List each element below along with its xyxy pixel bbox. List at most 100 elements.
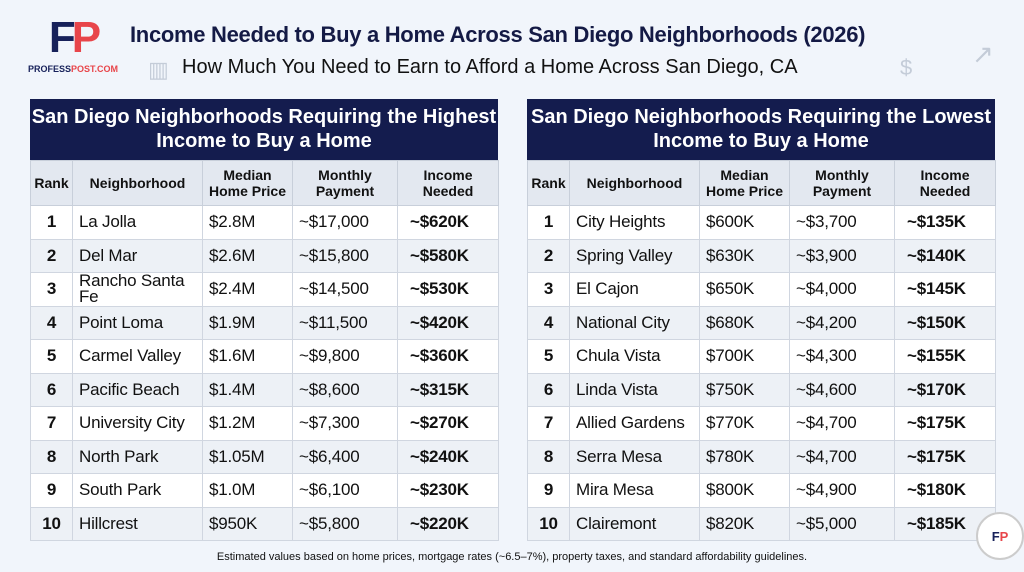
table-cell: 2 xyxy=(30,238,73,273)
table-cell: El Cajon xyxy=(569,272,700,307)
table-row: 6 Linda Vista $750K ~$4,600 ~$170K xyxy=(527,372,996,407)
table-cell: 1 xyxy=(527,205,570,240)
table-cell: North Park xyxy=(72,439,203,474)
table-cell: $600K xyxy=(699,205,790,240)
table-cell: ~$175K xyxy=(894,439,996,474)
table-cell: ~$6,100 xyxy=(292,473,398,508)
table-row: 2 Del Mar $2.6M ~$15,800 ~$580K xyxy=(30,238,499,273)
table-cell: $780K xyxy=(699,439,790,474)
column-header: Monthly Payment xyxy=(292,160,398,206)
table-row: 10 Hillcrest $950K ~$5,800 ~$220K xyxy=(30,506,499,541)
column-header: Income Needed xyxy=(894,160,996,206)
table-cell: ~$420K xyxy=(397,305,499,340)
table-cell: Linda Vista xyxy=(569,372,700,407)
table-cell: ~$4,600 xyxy=(789,372,895,407)
table-cell: ~$4,300 xyxy=(789,339,895,374)
table-cell: University City xyxy=(72,406,203,441)
table-cell: Carmel Valley xyxy=(72,339,203,374)
table-row: 8 North Park $1.05M ~$6,400 ~$240K xyxy=(30,439,499,474)
table-cell: 8 xyxy=(527,439,570,474)
table-row: 7 Allied Gardens $770K ~$4,700 ~$175K xyxy=(527,406,996,441)
table-cell: ~$11,500 xyxy=(292,305,398,340)
footnote: Estimated values based on home prices, m… xyxy=(216,551,808,563)
table-cell: $650K xyxy=(699,272,790,307)
table-cell: 5 xyxy=(30,339,73,374)
table-cell: 3 xyxy=(30,272,73,307)
table-cell: 9 xyxy=(30,473,73,508)
table-cell: $770K xyxy=(699,406,790,441)
table-cell: $2.8M xyxy=(202,205,293,240)
column-header: Income Needed xyxy=(397,160,499,206)
table-cell: ~$5,000 xyxy=(789,506,895,541)
table-cell: Clairemont xyxy=(569,506,700,541)
chart-icon: ▥ xyxy=(148,57,169,82)
logo-p: P xyxy=(71,13,101,62)
table-cell: South Park xyxy=(72,473,203,508)
table-cell: ~$240K xyxy=(397,439,499,474)
table-cell: ~$5,800 xyxy=(292,506,398,541)
table-cell: 4 xyxy=(30,305,73,340)
table-row: 5 Carmel Valley $1.6M ~$9,800 ~$360K xyxy=(30,339,499,374)
table-cell: ~$175K xyxy=(894,406,996,441)
table-cell: ~$135K xyxy=(894,205,996,240)
table-cell: $800K xyxy=(699,473,790,508)
table-cell: 9 xyxy=(527,473,570,508)
table-cell: Del Mar xyxy=(72,238,203,273)
table-cell: 5 xyxy=(527,339,570,374)
table-cell: ~$155K xyxy=(894,339,996,374)
table-cell: Allied Gardens xyxy=(569,406,700,441)
table-row: 4 Point Loma $1.9M ~$11,500 ~$420K xyxy=(30,305,499,340)
table-cell: ~$4,700 xyxy=(789,439,895,474)
table-cell: 8 xyxy=(30,439,73,474)
growth-chart-icon: ↗ xyxy=(972,39,994,69)
table-cell: ~$4,000 xyxy=(789,272,895,307)
column-header: Median Home Price xyxy=(202,160,293,206)
table-row: 10 Clairemont $820K ~$5,000 ~$185K xyxy=(527,506,996,541)
column-header: Monthly Payment xyxy=(789,160,895,206)
site-a: PROFESS xyxy=(27,64,71,74)
table-cell: $700K xyxy=(699,339,790,374)
table-cell: 6 xyxy=(30,372,73,407)
table-cell: $820K xyxy=(699,506,790,541)
table-cell: ~$8,600 xyxy=(292,372,398,407)
table-cell: $1.2M xyxy=(202,406,293,441)
table-cell: 3 xyxy=(527,272,570,307)
table-cell: 7 xyxy=(30,406,73,441)
logo: FP PROFESSPOST.COM xyxy=(18,13,128,75)
table-row: 6 Pacific Beach $1.4M ~$8,600 ~$315K xyxy=(30,372,499,407)
table-cell: ~$9,800 xyxy=(292,339,398,374)
table-cell: 6 xyxy=(527,372,570,407)
table-cell: ~$145K xyxy=(894,272,996,307)
table-cell: ~$4,900 xyxy=(789,473,895,508)
table-cell: Mira Mesa xyxy=(569,473,700,508)
table-cell: 10 xyxy=(30,506,73,541)
table-cell: La Jolla xyxy=(72,205,203,240)
table-cell: $2.4M xyxy=(202,272,293,307)
table-cell: $1.05M xyxy=(202,439,293,474)
table-cell: ~$17,000 xyxy=(292,205,398,240)
table-cell: City Heights xyxy=(569,205,700,240)
table-cell: ~$580K xyxy=(397,238,499,273)
site-name: PROFESSPOST.COM xyxy=(18,64,128,74)
table-heading: San Diego Neighborhoods Requiring the Hi… xyxy=(30,99,498,160)
table-cell: $1.6M xyxy=(202,339,293,374)
table-row: 2 Spring Valley $630K ~$3,900 ~$140K xyxy=(527,238,996,273)
table-cell: $1.9M xyxy=(202,305,293,340)
table-cell: $630K xyxy=(699,238,790,273)
table-cell: Pacific Beach xyxy=(72,372,203,407)
table-cell: $1.4M xyxy=(202,372,293,407)
table-cell: ~$170K xyxy=(894,372,996,407)
table-cell: ~$530K xyxy=(397,272,499,307)
table-cell: Rancho Santa Fe xyxy=(72,272,203,307)
table-cell: ~$14,500 xyxy=(292,272,398,307)
page-subtitle: How Much You Need to Earn to Afford a Ho… xyxy=(182,56,798,78)
table-cell: $750K xyxy=(699,372,790,407)
table-cell: ~$620K xyxy=(397,205,499,240)
table-cell: 4 xyxy=(527,305,570,340)
column-header: Rank xyxy=(527,160,570,206)
table-cell: Hillcrest xyxy=(72,506,203,541)
table-row: 4 National City $680K ~$4,200 ~$150K xyxy=(527,305,996,340)
table-cell: ~$230K xyxy=(397,473,499,508)
table-row: 9 South Park $1.0M ~$6,100 ~$230K xyxy=(30,473,499,508)
